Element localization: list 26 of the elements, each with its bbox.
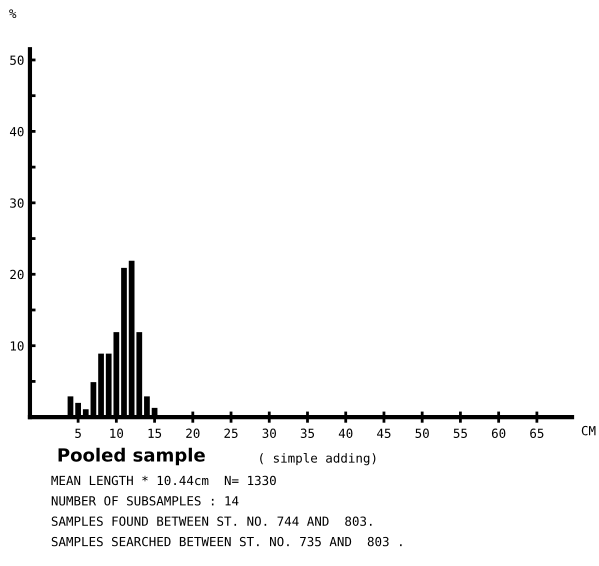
x-tick-label: 20	[186, 428, 200, 438]
x-tick-label: 35	[300, 428, 314, 438]
text: Pooled sample	[58, 448, 205, 466]
text: NUMBER OF SUBSAMPLES : 14	[52, 496, 238, 506]
y-tick-label: 30	[10, 198, 24, 208]
y-axis-title: %	[9, 9, 16, 18]
x-tick-label: 10	[110, 428, 124, 438]
y-tick-label: 40	[10, 126, 24, 136]
text: SAMPLES SEARCHED BETWEEN ST. NO. 735 AND 803 .	[52, 536, 402, 546]
text: SAMPLES FOUND BETWEEN ST. NO. 744 AND 803.	[52, 516, 372, 526]
x-tick-label: 45	[377, 428, 390, 438]
y-tick-label: 20	[10, 270, 24, 280]
x-tick-label: 15	[148, 428, 162, 438]
text: ( simple adding)	[260, 453, 376, 466]
text: MEAN LENGTH * 10.44cm N= 1330	[51, 476, 276, 486]
y-tick-label: 10	[10, 341, 24, 351]
x-tick-label: 60	[492, 428, 506, 438]
x-tick-label: 5	[75, 428, 81, 438]
x-tick-label: 30	[262, 428, 276, 438]
x-tick-label: 25	[224, 428, 238, 438]
x-tick-label: 50	[416, 428, 429, 438]
y-tick-label: 50	[10, 55, 24, 65]
x-axis-title: CM	[582, 426, 596, 436]
x-tick-label: 65	[530, 428, 544, 438]
x-tick-label: 55	[454, 428, 467, 438]
x-tick-label: 40	[338, 428, 352, 438]
